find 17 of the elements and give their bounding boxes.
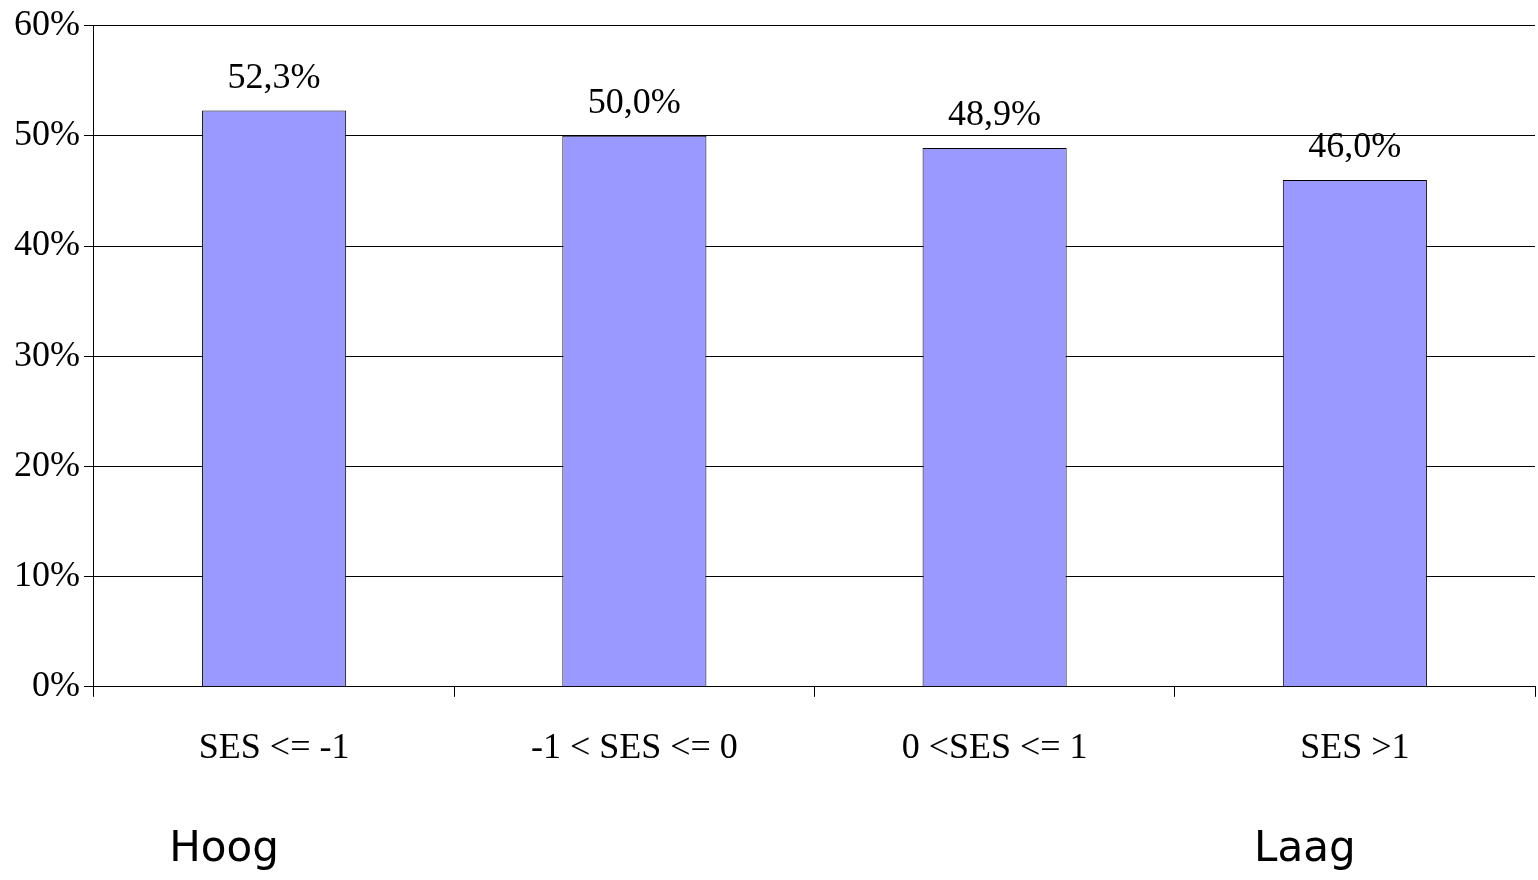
y-tick-label: 10%: [13, 554, 80, 595]
x-tick-label: SES <= -1: [198, 725, 350, 766]
y-tick-label: 0%: [31, 664, 80, 705]
y-tick-label: 20%: [13, 443, 80, 484]
y-tick-label: 30%: [13, 333, 80, 374]
x-tick-label: 0 <SES <= 1: [901, 725, 1088, 766]
y-tick-label: 50%: [13, 113, 80, 154]
y-tick-label: 60%: [13, 3, 80, 44]
text: Hoog: [169, 822, 279, 871]
x-tick-label: SES >1: [1300, 725, 1410, 766]
y-tick-label: 40%: [13, 223, 80, 264]
x-tick-label: -1 < SES <= 0: [530, 725, 738, 766]
data-label: 46,0%: [1308, 125, 1402, 166]
text: Laag: [1254, 822, 1356, 871]
data-label: 48,9%: [948, 93, 1042, 134]
data-label: 50,0%: [587, 81, 681, 122]
data-label: 52,3%: [227, 55, 321, 96]
